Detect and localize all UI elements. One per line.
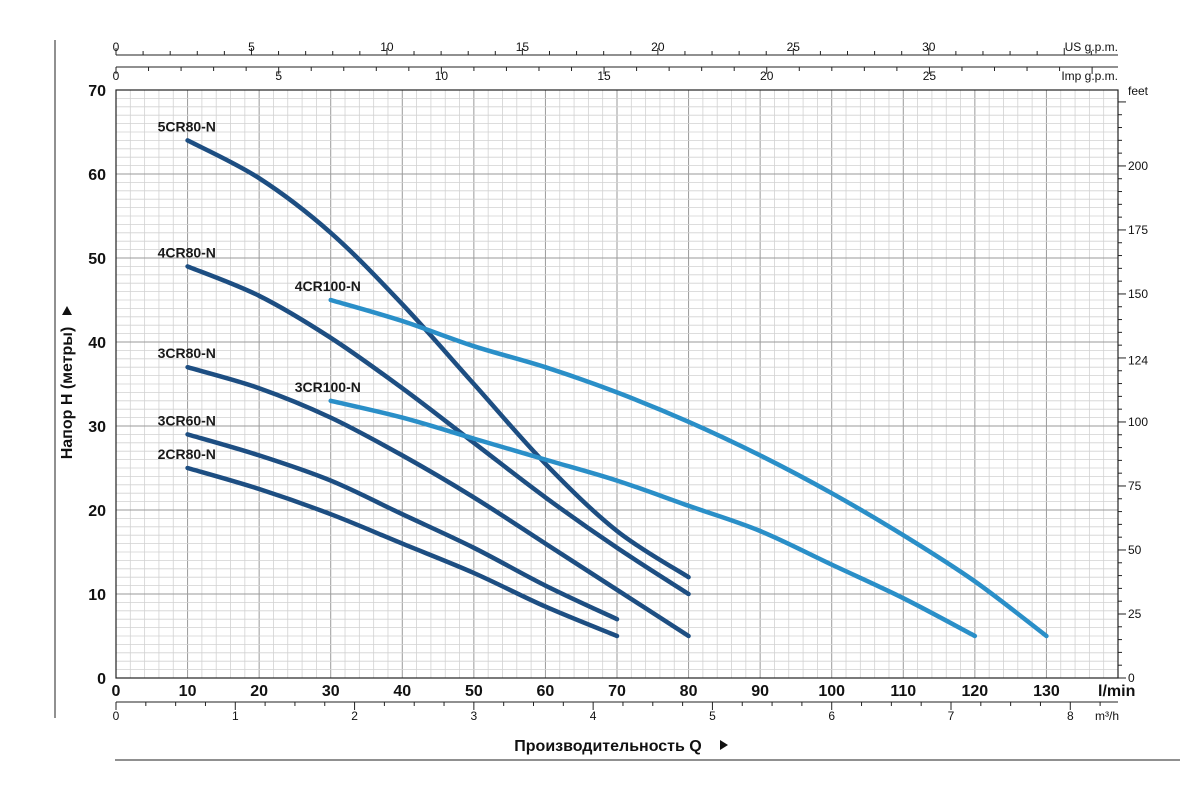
- feet-tick-label: 124: [1128, 354, 1148, 368]
- imp-gpm-tick-label: 25: [923, 69, 937, 83]
- series-line-3cr60-n: [185, 432, 620, 622]
- series-label-3cr60-n: 3CR60-N: [158, 412, 216, 428]
- y-axis-title: Напор H (метры): [59, 327, 76, 460]
- us-gpm-unit-label: US g.p.m.: [1065, 40, 1118, 54]
- feet-tick-label: 200: [1128, 159, 1148, 173]
- y-tick-label: 20: [88, 503, 106, 520]
- imp-gpm-tick-label: 15: [597, 69, 611, 83]
- us-gpm-tick-label: 10: [380, 40, 394, 54]
- us-gpm-tick-label: 25: [787, 40, 801, 54]
- m3h-tick-label: 1: [232, 709, 239, 723]
- y-tick-label: 70: [88, 83, 106, 100]
- series-label-3cr80-n: 3CR80-N: [158, 345, 216, 361]
- us-gpm-tick-label: 0: [113, 40, 120, 54]
- m3h-unit-label: m³/h: [1095, 709, 1119, 723]
- x-tick-label: 60: [537, 683, 555, 700]
- feet-tick-label: 150: [1128, 287, 1148, 301]
- x-tick-label: 70: [608, 683, 626, 700]
- x-tick-label: 130: [1033, 683, 1060, 700]
- y-tick-label: 10: [88, 587, 106, 604]
- x-tick-label: 90: [751, 683, 769, 700]
- y-tick-label: 30: [88, 419, 106, 436]
- imp-gpm-tick-label: 10: [435, 69, 449, 83]
- m3h-tick-label: 3: [471, 709, 478, 723]
- y-tick-label: 50: [88, 251, 106, 268]
- x-tick-label: 80: [680, 683, 698, 700]
- m3h-tick-label: 2: [351, 709, 358, 723]
- us-gpm-tick-label: 5: [248, 40, 255, 54]
- us-gpm-tick-label: 30: [922, 40, 936, 54]
- m3h-tick-label: 5: [709, 709, 716, 723]
- feet-tick-label: 100: [1128, 415, 1148, 429]
- m3h-tick-label: 4: [590, 709, 597, 723]
- labels: Напор H (метры) Производительность Q 5CR80…: [59, 118, 728, 755]
- series-line-3cr100-n: [328, 398, 978, 639]
- x-tick-label: 10: [179, 683, 197, 700]
- imp-gpm-unit-label: Imp g.p.m.: [1061, 69, 1118, 83]
- series-label-4cr100-n: 4CR100-N: [295, 278, 361, 294]
- feet-tick-label: 50: [1128, 543, 1142, 557]
- x-tick-label: 30: [322, 683, 340, 700]
- m3h-tick-label: 0: [113, 709, 120, 723]
- m3h-tick-label: 6: [828, 709, 835, 723]
- feet-unit-label: feet: [1128, 84, 1149, 98]
- x-tick-label: 100: [818, 683, 845, 700]
- m3h-tick-label: 8: [1067, 709, 1074, 723]
- grid: [115, 89, 1119, 679]
- y-axis-arrow-icon: [62, 306, 72, 315]
- x-unit-label: l/min: [1098, 683, 1135, 700]
- m3h-tick-label: 7: [948, 709, 955, 723]
- x-tick-label: 110: [890, 683, 916, 700]
- y-tick-label: 40: [88, 335, 106, 352]
- series-line-2cr80-n: [185, 465, 620, 639]
- imp-gpm-tick-label: 20: [760, 69, 774, 83]
- series-label-5cr80-n: 5CR80-N: [158, 118, 216, 134]
- x-tick-label: 40: [393, 683, 411, 700]
- series-label-2cr80-n: 2CR80-N: [158, 446, 216, 462]
- series-line-4cr80-n: [185, 264, 691, 597]
- imp-gpm-tick-label: 0: [113, 69, 120, 83]
- series-line-3cr80-n: [185, 364, 691, 639]
- series-line-4cr100-n: [328, 297, 1049, 639]
- imp-gpm-tick-label: 5: [275, 69, 282, 83]
- x-tick-label: 0: [112, 683, 121, 700]
- feet-tick-label: 25: [1128, 607, 1142, 621]
- us-gpm-tick-label: 20: [651, 40, 665, 54]
- feet-tick-label: 175: [1128, 223, 1148, 237]
- series-label-3cr100-n: 3CR100-N: [295, 379, 361, 395]
- x-tick-label: 120: [962, 683, 989, 700]
- series-label-4cr80-n: 4CR80-N: [158, 244, 216, 260]
- feet-tick-label: 75: [1128, 479, 1142, 493]
- x-axis-arrow-icon: [720, 740, 728, 750]
- x-tick-label: 50: [465, 683, 483, 700]
- series-group: [185, 138, 1049, 639]
- y-tick-label: 60: [88, 167, 106, 184]
- x-axis-title: Производительность Q: [514, 738, 701, 755]
- y-tick-label: 0: [97, 671, 106, 688]
- us-gpm-tick-label: 15: [516, 40, 530, 54]
- series-line-5cr80-n: [185, 138, 691, 580]
- feet-tick-label: 0: [1128, 671, 1135, 685]
- x-tick-label: 20: [250, 683, 268, 700]
